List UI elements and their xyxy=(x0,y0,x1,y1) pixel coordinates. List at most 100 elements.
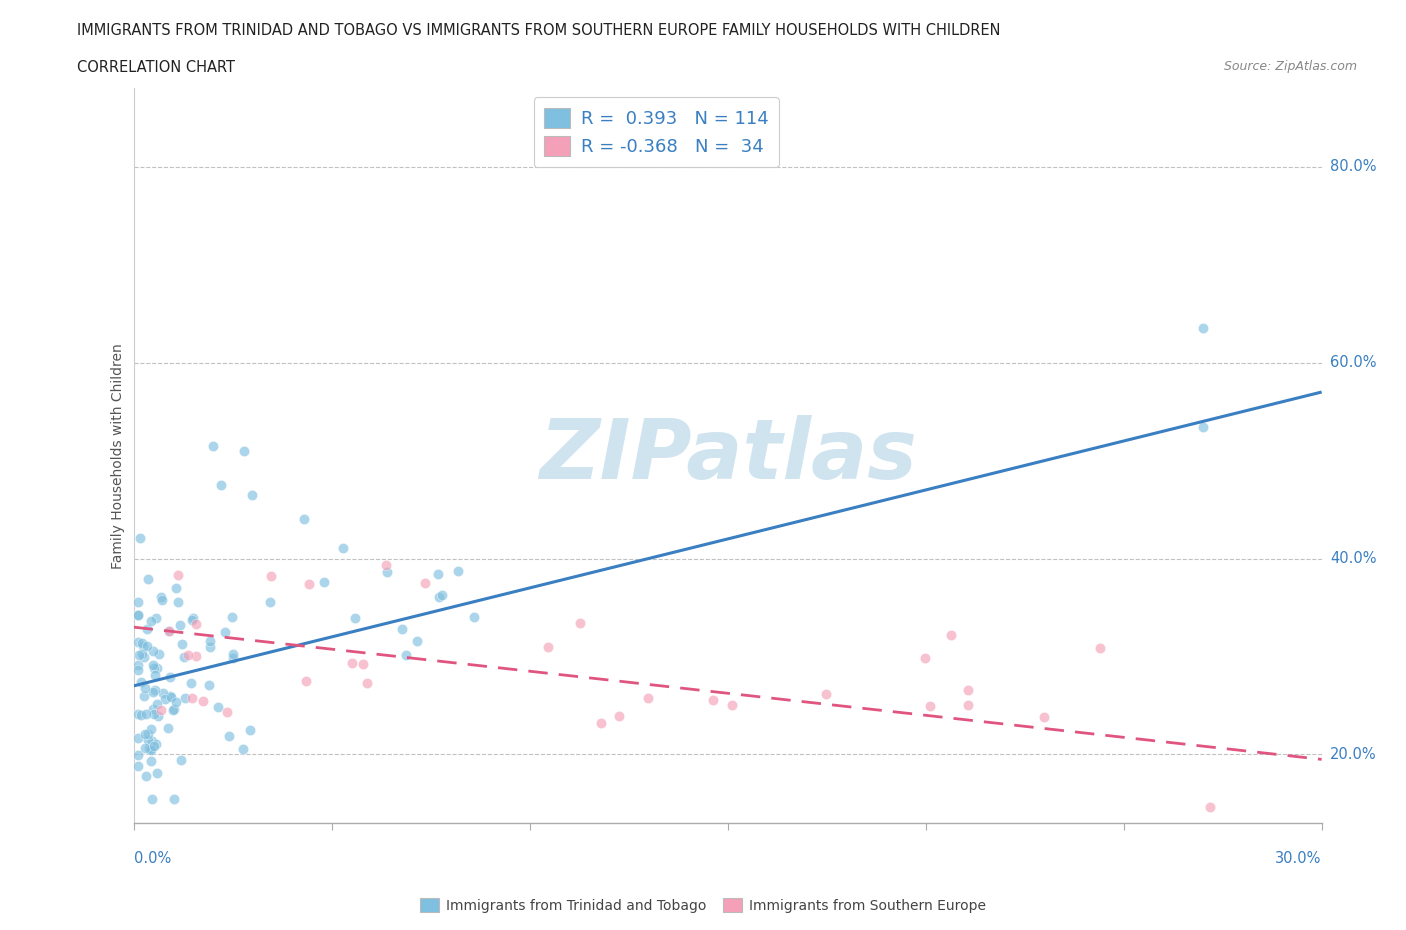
Point xyxy=(146,765,169,780)
Point xyxy=(173,649,195,664)
Point xyxy=(160,689,183,704)
Point xyxy=(426,567,449,582)
Point xyxy=(145,611,167,626)
Point xyxy=(135,639,157,654)
Point xyxy=(142,707,165,722)
Point xyxy=(146,661,169,676)
Point xyxy=(207,699,229,714)
Point xyxy=(132,688,155,703)
Point xyxy=(406,633,429,648)
Point xyxy=(167,568,190,583)
Point xyxy=(134,681,156,696)
Point xyxy=(314,575,336,590)
Point xyxy=(430,588,453,603)
Point xyxy=(375,565,398,579)
Point xyxy=(127,759,149,774)
Point xyxy=(956,683,979,698)
Point xyxy=(127,748,149,763)
Point xyxy=(146,709,169,724)
Point xyxy=(127,730,149,745)
Point xyxy=(914,651,936,666)
Text: 80.0%: 80.0% xyxy=(1330,159,1376,174)
Point xyxy=(139,753,162,768)
Point xyxy=(181,613,204,628)
Y-axis label: Family Households with Children: Family Households with Children xyxy=(111,343,125,568)
Point xyxy=(141,734,163,749)
Point xyxy=(221,610,243,625)
Point xyxy=(155,692,177,707)
Point xyxy=(128,647,150,662)
Legend: R =  0.393   N = 114, R = -0.368   N =  34: R = 0.393 N = 114, R = -0.368 N = 34 xyxy=(533,98,779,167)
Point xyxy=(427,589,450,604)
Point xyxy=(142,658,165,672)
Point xyxy=(607,709,630,724)
Text: 0.0%: 0.0% xyxy=(134,851,170,866)
Point xyxy=(166,694,188,709)
Text: 20.0%: 20.0% xyxy=(1330,747,1376,762)
Text: ZIPatlas: ZIPatlas xyxy=(538,415,917,497)
Point xyxy=(198,633,221,648)
Point xyxy=(159,688,181,703)
Point xyxy=(131,646,153,661)
Point xyxy=(298,577,321,591)
Point xyxy=(127,608,149,623)
Point xyxy=(138,740,160,755)
Point xyxy=(132,639,155,654)
Text: IMMIGRANTS FROM TRINIDAD AND TOBAGO VS IMMIGRANTS FROM SOUTHERN EUROPE FAMILY HO: IMMIGRANTS FROM TRINIDAD AND TOBAGO VS I… xyxy=(77,23,1001,38)
Point xyxy=(142,644,165,658)
Point xyxy=(193,694,215,709)
Point xyxy=(135,707,157,722)
Point xyxy=(332,540,354,555)
Point xyxy=(143,668,166,683)
Point xyxy=(568,616,591,631)
Point xyxy=(413,576,436,591)
Point xyxy=(1032,710,1054,724)
Point xyxy=(136,732,159,747)
Point xyxy=(183,611,205,626)
Point xyxy=(149,590,172,604)
Point xyxy=(352,657,374,671)
Text: Source: ZipAtlas.com: Source: ZipAtlas.com xyxy=(1223,60,1357,73)
Point xyxy=(221,651,243,666)
Point xyxy=(637,691,659,706)
Point xyxy=(855,840,877,855)
Point xyxy=(170,636,193,651)
Point xyxy=(136,621,159,636)
Point xyxy=(127,594,149,609)
Point xyxy=(162,703,184,718)
Point xyxy=(721,698,744,712)
Point xyxy=(391,622,413,637)
Point xyxy=(214,625,236,640)
Point xyxy=(134,650,156,665)
Point xyxy=(157,623,180,638)
Point xyxy=(1191,321,1213,336)
Point xyxy=(918,698,941,713)
Point xyxy=(941,627,963,642)
Point xyxy=(136,726,159,741)
Point xyxy=(145,737,167,751)
Point xyxy=(127,706,149,721)
Point xyxy=(356,675,378,690)
Point xyxy=(134,741,156,756)
Point xyxy=(163,701,186,716)
Point xyxy=(150,592,173,607)
Point xyxy=(165,580,187,595)
Text: 30.0%: 30.0% xyxy=(1275,851,1322,866)
Point xyxy=(215,705,238,720)
Point xyxy=(375,557,398,572)
Point xyxy=(259,595,281,610)
Point xyxy=(169,618,191,632)
Point xyxy=(142,701,165,716)
Point xyxy=(159,670,181,684)
Point xyxy=(134,726,156,741)
Point xyxy=(209,478,232,493)
Point xyxy=(702,693,724,708)
Point xyxy=(157,624,180,639)
Point xyxy=(139,742,162,757)
Point xyxy=(292,512,315,526)
Text: 40.0%: 40.0% xyxy=(1330,551,1376,566)
Point xyxy=(260,569,283,584)
Point xyxy=(127,663,149,678)
Point xyxy=(142,738,165,753)
Point xyxy=(127,658,149,672)
